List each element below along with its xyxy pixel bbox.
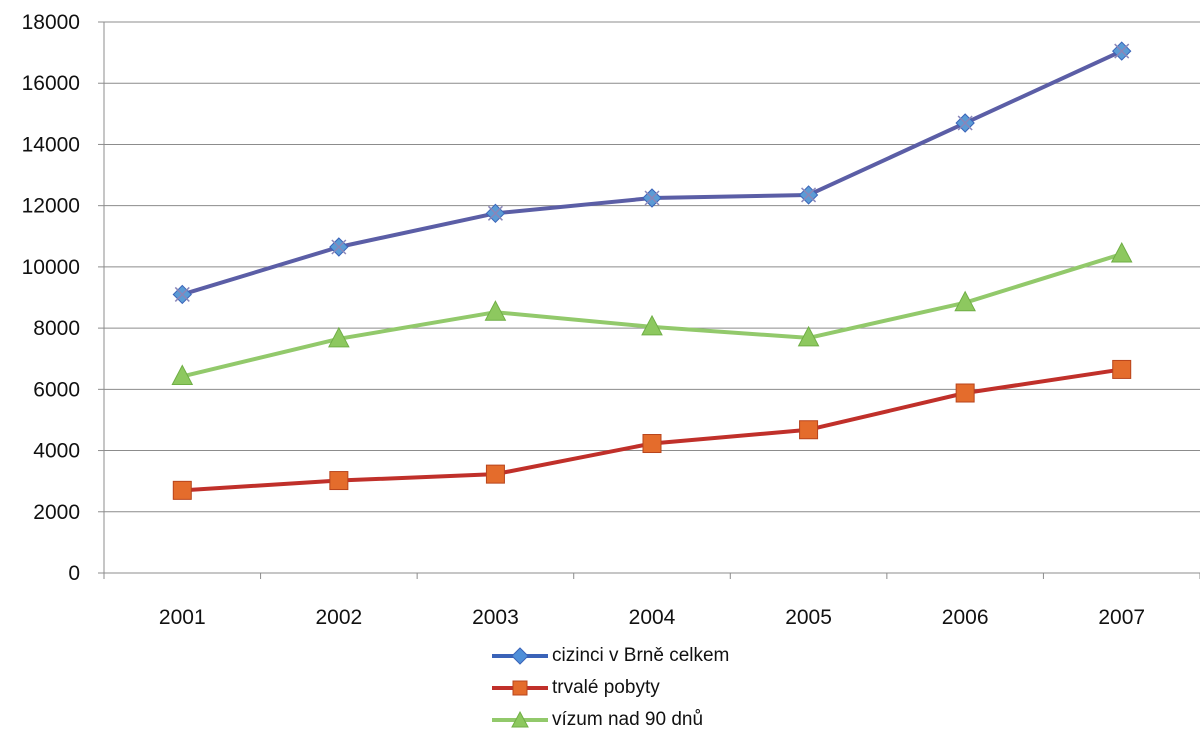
data-point-triangle — [641, 314, 663, 336]
legend-label: vízum nad 90 dnů — [552, 709, 704, 730]
data-point-triangle — [328, 326, 350, 348]
data-point-square — [955, 383, 975, 403]
x-tick-label: 2003 — [472, 606, 519, 629]
y-tick-label: 2000 — [33, 501, 80, 524]
x-axis-ticks: 2001 2002 2003 2004 2005 2006 2007 — [103, 573, 1200, 629]
y-axis-ticks: 0 2000 4000 6000 8000 10000 12000 14000 16000 180… — [22, 11, 104, 585]
legend-swatch-square — [492, 680, 548, 696]
y-tick-label: 0 — [68, 562, 80, 585]
data-point-diamond — [1112, 41, 1132, 61]
y-tick-label: 6000 — [33, 378, 80, 401]
data-point-square — [1112, 359, 1132, 379]
y-tick-label: 14000 — [22, 133, 80, 156]
y-tick-label: 16000 — [22, 72, 80, 95]
series-line — [182, 367, 1123, 493]
y-tick-label: 8000 — [33, 317, 80, 340]
data-point-triangle — [797, 325, 820, 347]
series-line — [181, 49, 1123, 297]
legend-item: trvalé pobyty — [492, 672, 729, 704]
x-tick-label: 2007 — [1098, 606, 1145, 629]
y-tick-label: 18000 — [22, 11, 80, 34]
data-point-square — [485, 464, 505, 484]
data-point-square — [799, 420, 819, 440]
x-tick-label: 2002 — [315, 606, 362, 629]
y-tick-label: 10000 — [22, 256, 80, 279]
data-point-diamond — [798, 185, 819, 205]
legend-item: vízum nad 90 dnů — [492, 704, 729, 736]
x-tick-label: 2004 — [629, 606, 676, 629]
data-point-diamond — [485, 203, 506, 224]
legend-label: cizinci v Brně celkem — [552, 645, 730, 666]
data-point-square — [329, 471, 349, 491]
legend-swatch-triangle — [492, 710, 548, 728]
y-tick-label: 4000 — [33, 440, 80, 463]
data-point-diamond — [642, 188, 662, 208]
legend-item: cizinci v Brně celkem — [492, 640, 729, 672]
data-point-diamond — [172, 284, 192, 305]
data-point-diamond — [955, 113, 975, 133]
series-lines — [181, 49, 1123, 493]
series-markers — [171, 41, 1133, 500]
x-tick-label: 2005 — [785, 606, 832, 629]
data-point-diamond — [329, 237, 349, 257]
legend: cizinci v Brně celkem trvalé pobyty vízu… — [492, 640, 729, 736]
x-tick-label: 2006 — [942, 606, 989, 629]
data-point-triangle — [1110, 241, 1133, 263]
data-point-square — [642, 434, 662, 454]
x-tick-label: 2001 — [159, 606, 206, 629]
data-point-triangle — [484, 300, 507, 321]
y-tick-label: 12000 — [22, 195, 80, 218]
data-point-triangle — [954, 290, 976, 312]
data-point-square — [172, 480, 192, 500]
legend-swatch-diamond — [492, 647, 548, 665]
legend-label: trvalé pobyty — [552, 677, 660, 698]
axes — [103, 22, 1200, 574]
data-point-triangle — [171, 364, 194, 385]
